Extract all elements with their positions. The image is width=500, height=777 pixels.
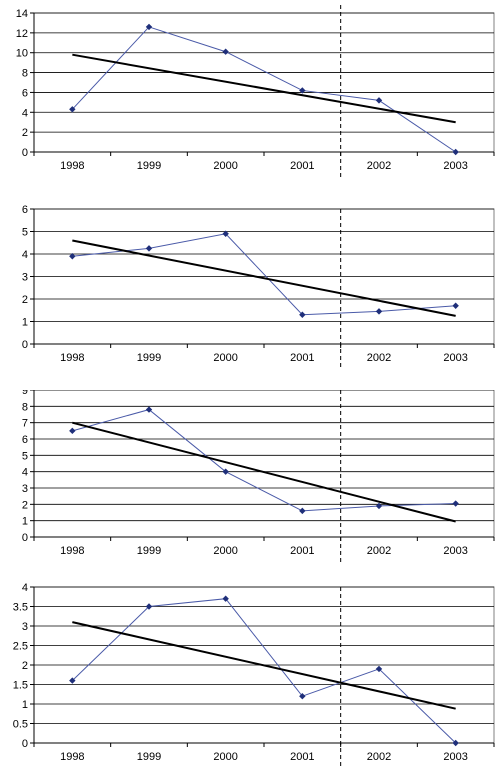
plot-area xyxy=(33,12,495,153)
y-tick-label: 6 xyxy=(22,434,28,446)
y-tick-label: 4 xyxy=(22,249,28,261)
x-tick-label: 1998 xyxy=(60,160,84,172)
data-point xyxy=(69,253,76,260)
chart-4: 0 0.5 1 1.5 2 2.5 3 3.5 4 1998 1999 2000 2001 2002 200… xyxy=(13,582,495,769)
chart-1: 0 2 4 6 8 10 12 14 1998 1999 2000 2001 2002 2003 xyxy=(16,5,495,178)
data-point xyxy=(452,148,459,156)
y-tick-label: 2 xyxy=(22,294,28,306)
y-tick-label: 3 xyxy=(22,483,28,495)
chart-2: 0 1 2 3 4 5 6 1998 1999 2000 2001 2002 2003 xyxy=(22,204,495,370)
x-tick-label: 2003 xyxy=(443,751,467,763)
x-tick-label: 2002 xyxy=(367,751,391,763)
data-point xyxy=(452,739,459,747)
y-tick-label: 1 xyxy=(22,317,28,329)
trendline xyxy=(72,421,456,523)
x-tick-label: 2000 xyxy=(213,545,237,557)
y-tick-label: 0 xyxy=(22,532,28,544)
y-tick-label: 8 xyxy=(22,68,28,80)
x-tick-label: 2001 xyxy=(290,751,314,763)
y-tick-label: 4 xyxy=(22,107,28,119)
y-tick-label: 0 xyxy=(22,339,28,351)
y-tick-label: 2 xyxy=(22,499,28,511)
plot-area xyxy=(33,390,495,538)
y-tick-label: 0 xyxy=(22,738,28,750)
data-point xyxy=(452,500,459,507)
data-point xyxy=(222,48,229,55)
x-tick-label: 2002 xyxy=(367,545,391,557)
y-tick-label: 6 xyxy=(22,87,28,99)
y-tick-label: 2 xyxy=(22,660,28,672)
x-tick-label: 1998 xyxy=(60,545,84,557)
x-tick-label: 2003 xyxy=(443,160,467,172)
chart-3: 0 1 2 3 4 5 6 7 8 9 1998 1999 2000 2001 2002 2003 xyxy=(22,390,495,563)
data-point xyxy=(375,502,383,510)
trendline xyxy=(72,53,456,124)
x-tick-label: 1999 xyxy=(137,751,161,763)
data-point xyxy=(299,311,306,318)
y-tick-label: 10 xyxy=(16,48,28,60)
y-tick-label: 0 xyxy=(22,147,28,159)
y-tick-label: 9 xyxy=(22,390,28,397)
y-tick-label: 7 xyxy=(22,418,28,430)
data-point xyxy=(145,23,153,31)
y-tick-label: 1 xyxy=(22,699,28,711)
y-tick-label: 4 xyxy=(22,582,28,594)
data-point xyxy=(69,427,76,435)
y-tick-label: 12 xyxy=(16,28,28,40)
x-tick-label: 2000 xyxy=(213,751,237,763)
y-tick-label: 5 xyxy=(22,450,28,462)
x-tick-label: 1999 xyxy=(137,545,161,557)
y-tick-label: 8 xyxy=(22,401,28,413)
data-point xyxy=(145,245,153,252)
x-tick-label: 1998 xyxy=(60,751,84,763)
x-tick-label: 2000 xyxy=(213,160,237,172)
data-point xyxy=(222,468,229,475)
y-tick-label: 4 xyxy=(22,467,28,479)
data-point xyxy=(145,406,153,413)
data-point xyxy=(452,302,459,309)
trendline xyxy=(72,621,456,710)
series-line xyxy=(71,26,456,153)
x-tick-label: 2002 xyxy=(367,352,391,364)
x-tick-label: 2001 xyxy=(290,160,314,172)
y-tick-label: 3.5 xyxy=(13,602,28,614)
y-tick-label: 0.5 xyxy=(13,719,28,731)
x-tick-label: 1999 xyxy=(137,160,161,172)
series-line xyxy=(71,598,457,744)
data-point xyxy=(145,603,153,610)
data-point xyxy=(299,87,306,94)
data-point xyxy=(375,97,383,104)
x-tick-label: 2000 xyxy=(213,352,237,364)
data-point xyxy=(69,106,76,113)
y-tick-label: 3 xyxy=(22,621,28,633)
y-tick-label: 2 xyxy=(22,127,28,139)
y-tick-label: 3 xyxy=(22,272,28,284)
y-tick-label: 5 xyxy=(22,227,28,239)
x-tick-label: 2003 xyxy=(443,352,467,364)
x-tick-label: 2003 xyxy=(443,545,467,557)
y-tick-label: 1 xyxy=(22,516,28,528)
trendline xyxy=(72,239,456,317)
y-tick-label: 14 xyxy=(16,8,28,20)
y-tick-label: 2.5 xyxy=(13,641,28,653)
x-tick-label: 1999 xyxy=(137,352,161,364)
x-tick-label: 2001 xyxy=(290,545,314,557)
y-tick-label: 6 xyxy=(22,204,28,216)
series-line xyxy=(72,233,456,316)
data-point xyxy=(375,308,383,315)
x-tick-label: 2002 xyxy=(367,160,391,172)
y-tick-label: 1.5 xyxy=(13,680,28,692)
x-tick-label: 2001 xyxy=(290,352,314,364)
x-tick-label: 1998 xyxy=(60,352,84,364)
